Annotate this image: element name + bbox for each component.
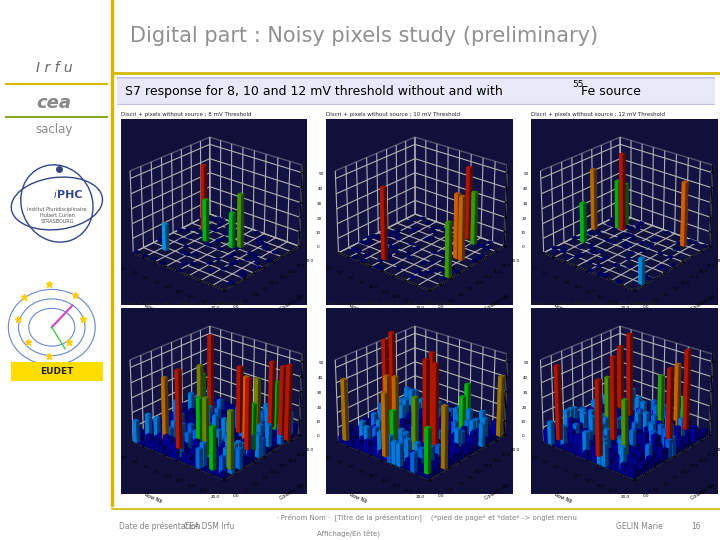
X-axis label: Row Nb: Row Nb	[143, 492, 162, 504]
FancyBboxPatch shape	[107, 78, 720, 105]
Text: Discri + pixels with source ; 10 mV Threshold: Discri + pixels with source ; 10 mV Thre…	[326, 301, 451, 306]
Text: Discri + pixels with source ; 12 mV Threshold: Discri + pixels with source ; 12 mV Thre…	[531, 301, 657, 306]
Text: Institut Pluridisciplinaire
Hubert Curien
STRASBOURG: Institut Pluridisciplinaire Hubert Curie…	[27, 207, 86, 224]
X-axis label: Row Nb: Row Nb	[143, 303, 162, 315]
Y-axis label: Column Nb: Column Nb	[279, 294, 305, 312]
Text: cea: cea	[37, 93, 71, 112]
Text: EUDET: EUDET	[40, 367, 73, 376]
Text: 16: 16	[691, 522, 701, 531]
Text: PHC: PHC	[57, 190, 82, 200]
X-axis label: Row Nb: Row Nb	[554, 492, 572, 504]
Y-axis label: Column Nb: Column Nb	[485, 294, 510, 312]
Y-axis label: Column Nb: Column Nb	[279, 483, 305, 501]
Text: Discri + pixels with source ; 8 mV Threshold: Discri + pixels with source ; 8 mV Thres…	[121, 301, 243, 306]
X-axis label: Row Nb: Row Nb	[554, 303, 572, 315]
Text: GELIN Marie: GELIN Marie	[616, 522, 662, 531]
Text: 55: 55	[572, 80, 584, 89]
X-axis label: Row Nb: Row Nb	[348, 492, 367, 504]
Text: Discri + pixels without source ; 12 mV Threshold: Discri + pixels without source ; 12 mV T…	[531, 112, 665, 117]
Text: Discri + pixels without source ; 8 mV Threshold: Discri + pixels without source ; 8 mV Th…	[121, 112, 251, 117]
Y-axis label: Column Nb: Column Nb	[690, 294, 716, 312]
X-axis label: Row Nb: Row Nb	[348, 303, 367, 315]
Text: CEA DSM Irfu: CEA DSM Irfu	[184, 522, 234, 531]
Y-axis label: Column Nb: Column Nb	[485, 483, 510, 501]
Text: Discri + pixels without source ; 10 mV Threshold: Discri + pixels without source ; 10 mV T…	[326, 112, 460, 117]
Text: · Prénom Nom ·  [Titre de la présentation]    (*pied de page* et *date* -> ongle: · Prénom Nom · [Titre de la présentation…	[274, 514, 577, 521]
Y-axis label: Column Nb: Column Nb	[690, 483, 716, 501]
Text: I r f u: I r f u	[36, 60, 72, 75]
Text: Date de présentation: Date de présentation	[119, 522, 200, 531]
Text: S7 response for 8, 10 and 12 mV threshold without and with: S7 response for 8, 10 and 12 mV threshol…	[125, 85, 506, 98]
Text: Fe source: Fe source	[581, 85, 641, 98]
Text: i: i	[54, 190, 57, 200]
Text: Affichage/En tête): Affichage/En tête)	[317, 530, 380, 537]
Bar	[11, 362, 103, 381]
Text: saclay: saclay	[35, 123, 73, 136]
Text: Digital part : Noisy pixels study (preliminary): Digital part : Noisy pixels study (preli…	[130, 26, 598, 46]
